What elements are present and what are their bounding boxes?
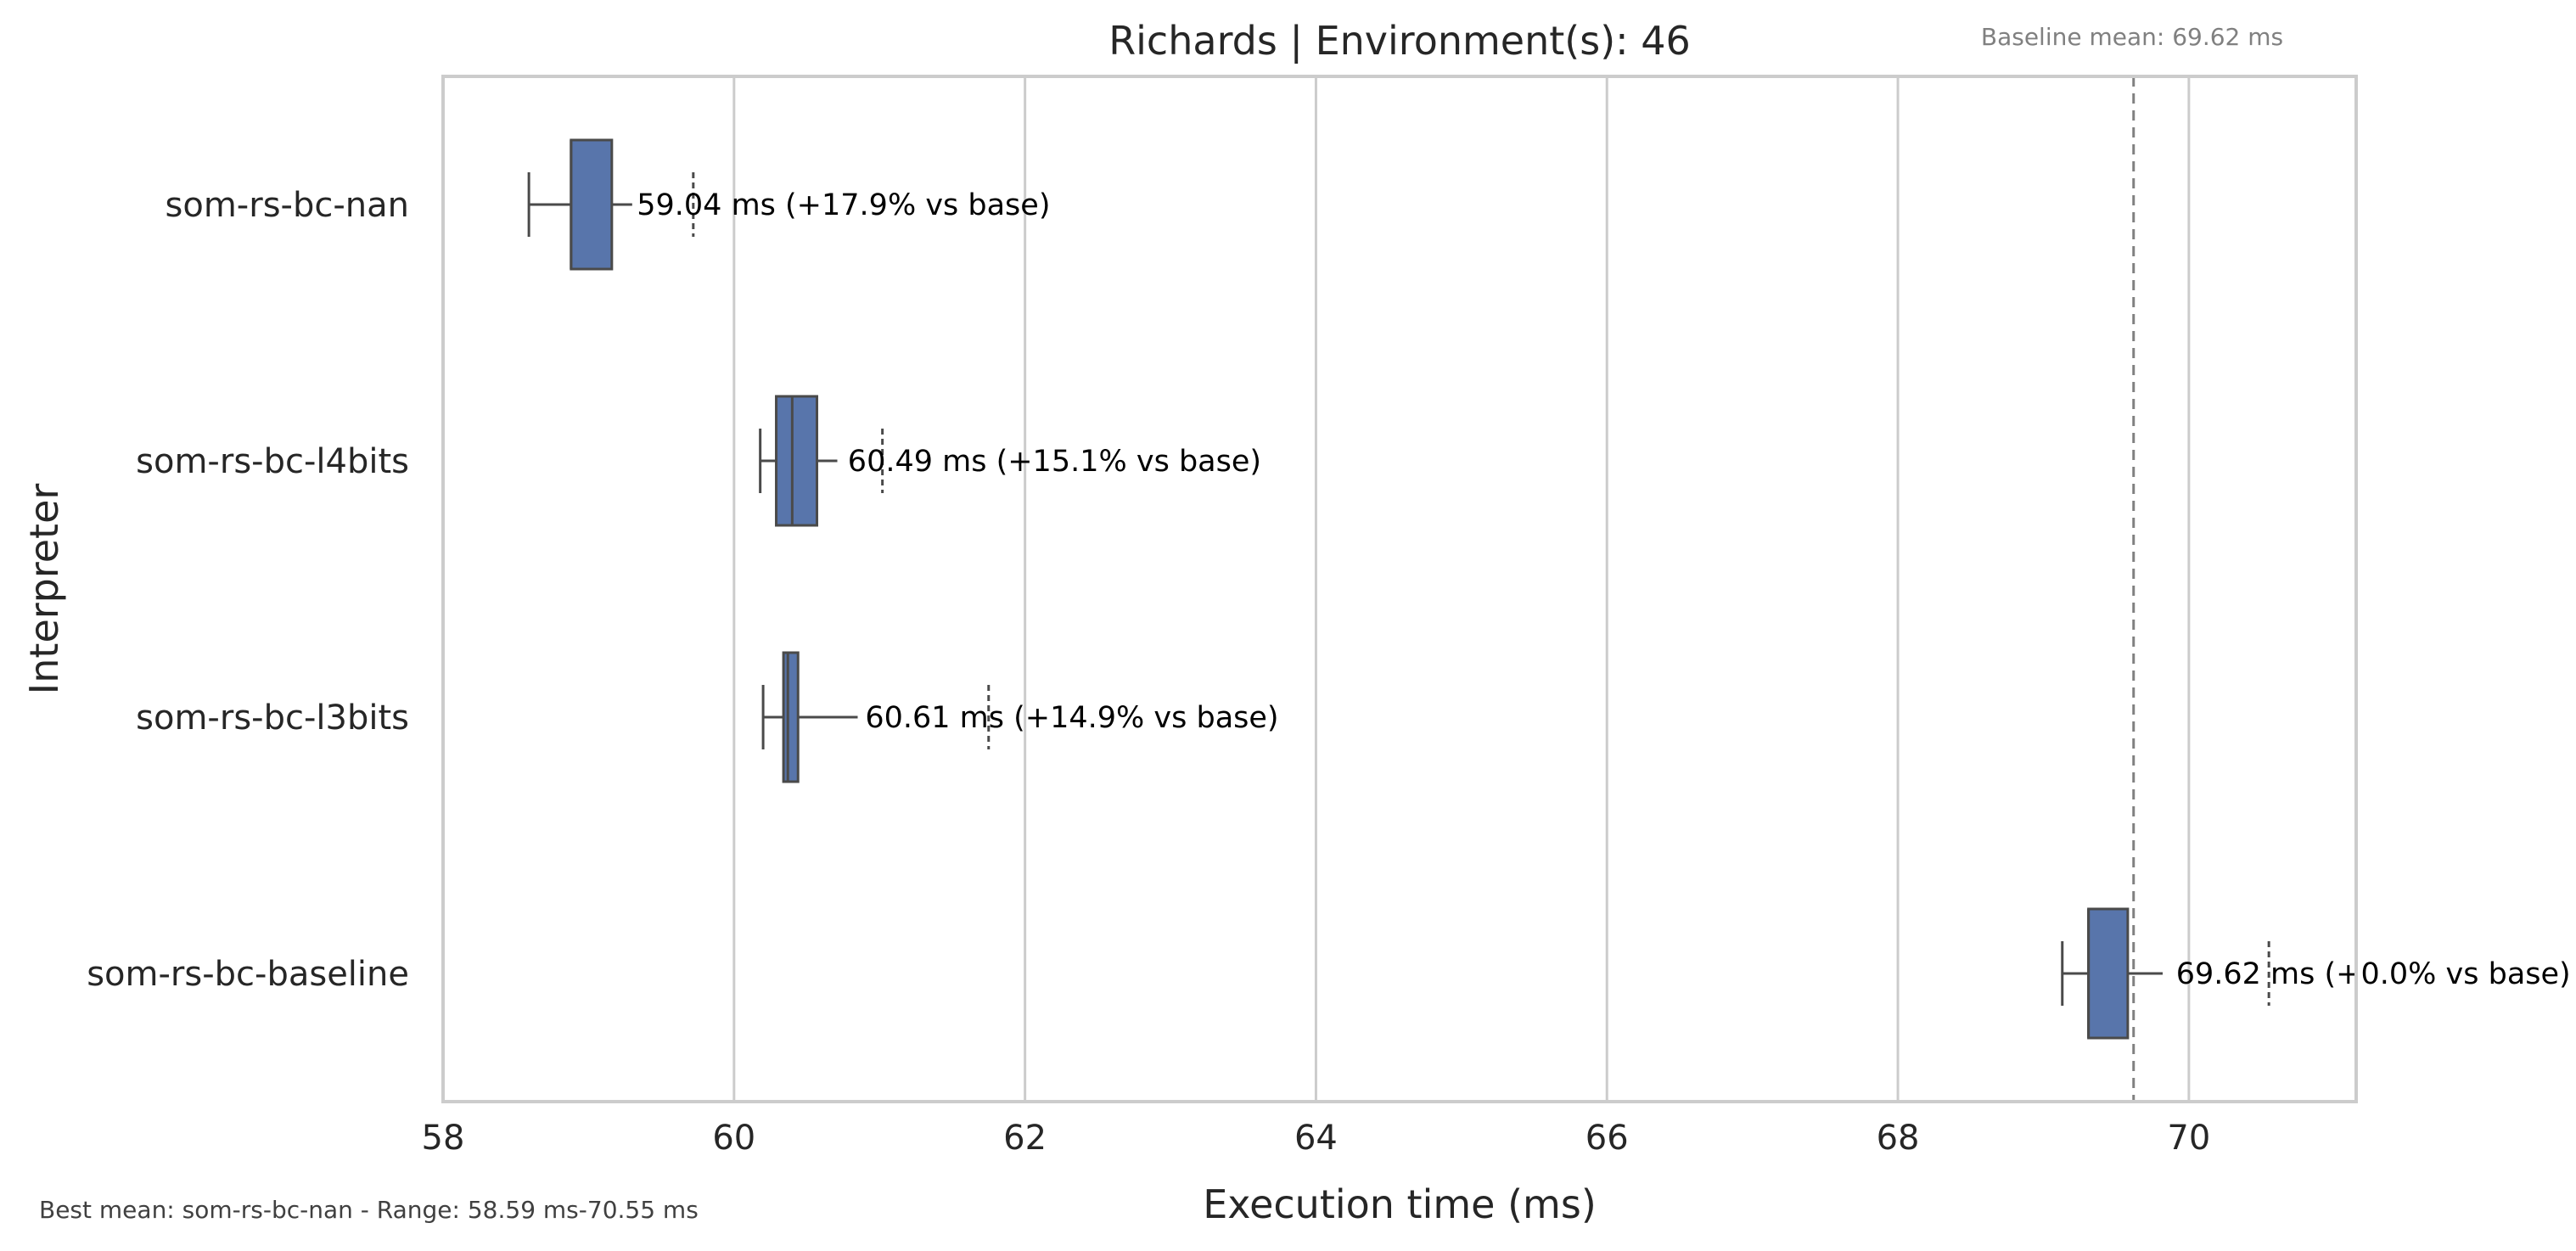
y-axis-label: Interpreter bbox=[21, 484, 67, 695]
box-group: 69.62 ms (+0.0% vs base) bbox=[2061, 907, 2571, 1040]
x-tick-label: 62 bbox=[1003, 1119, 1047, 1158]
chart-title: Richards | Environment(s): 46 bbox=[1108, 18, 1691, 65]
box-group: 59.04 ms (+17.9% vs base) bbox=[527, 138, 1050, 271]
x-tick-label: 70 bbox=[2167, 1119, 2210, 1158]
mean-label: 69.62 ms (+0.0% vs base) bbox=[2176, 957, 2571, 991]
mean-label: 59.04 ms (+17.9% vs base) bbox=[637, 188, 1050, 222]
plot-frame bbox=[441, 75, 2358, 1103]
x-tick-label: 64 bbox=[1294, 1119, 1338, 1158]
x-tick-label: 66 bbox=[1585, 1119, 1629, 1158]
y-tick-label: som-rs-bc-l3bits bbox=[136, 698, 409, 738]
plot-marks: 59.04 ms (+17.9% vs base) 60.49 ms (+15.1… bbox=[527, 138, 2571, 1040]
iqr-box bbox=[775, 395, 819, 527]
x-tick-label: 58 bbox=[422, 1119, 465, 1158]
iqr-box bbox=[2087, 907, 2130, 1040]
box-group: 60.49 ms (+15.1% vs base) bbox=[759, 395, 1261, 527]
box-group: 60.61 ms (+14.9% vs base) bbox=[761, 651, 1279, 783]
x-tick-label: 68 bbox=[1877, 1119, 1920, 1158]
gridlines bbox=[732, 76, 2191, 1102]
iqr-box bbox=[570, 138, 614, 271]
y-tick-label: som-rs-bc-baseline bbox=[87, 955, 409, 994]
y-tick-label: som-rs-bc-nan bbox=[166, 186, 409, 225]
iqr-box bbox=[782, 651, 800, 783]
axis-ticks: 58 60 62 64 66 68 70 som-rs-bc-nan som-rs-bc-l4b… bbox=[87, 186, 2210, 1158]
x-axis-label: Execution time (ms) bbox=[1203, 1181, 1597, 1227]
mean-label: 60.61 ms (+14.9% vs base) bbox=[865, 701, 1278, 735]
mean-label: 60.49 ms (+15.1% vs base) bbox=[848, 445, 1261, 479]
x-tick-label: 60 bbox=[712, 1119, 755, 1158]
footer-note: Best mean: som-rs-bc-nan - Range: 58.59 … bbox=[39, 1196, 699, 1224]
baseline-note: Baseline mean: 69.62 ms bbox=[1981, 23, 2283, 51]
y-tick-label: som-rs-bc-l4bits bbox=[136, 442, 409, 481]
